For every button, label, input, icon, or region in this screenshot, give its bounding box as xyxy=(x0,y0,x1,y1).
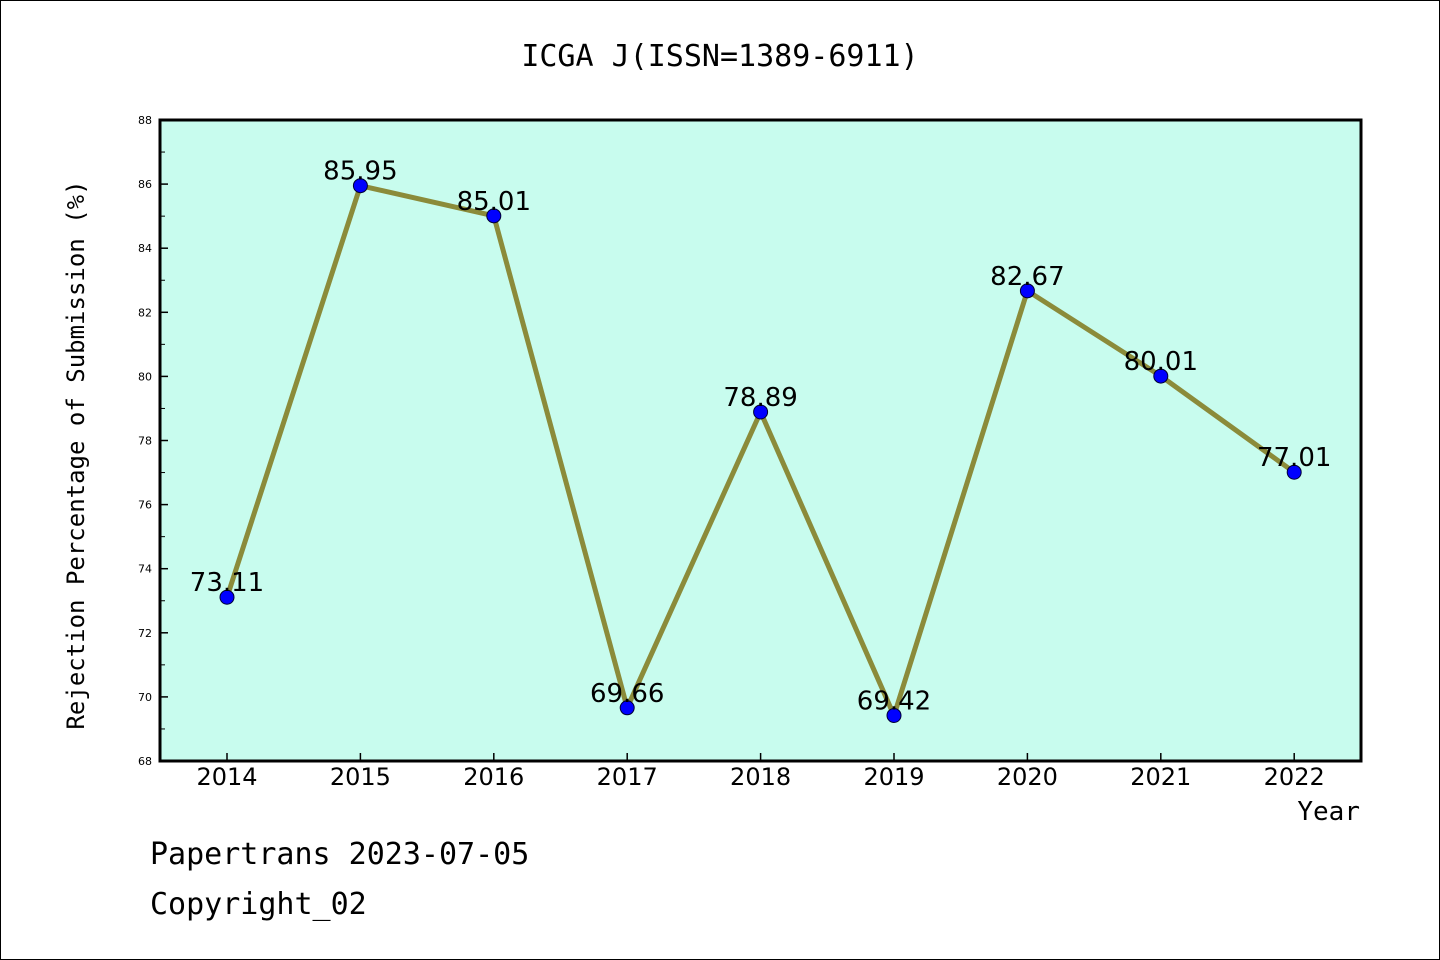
data-label: 85.95 xyxy=(323,157,397,187)
data-label: 85.01 xyxy=(457,187,531,217)
y-tick-label: 82 xyxy=(138,306,152,319)
series-markers xyxy=(219,178,1302,723)
footer-copyright: Copyright_02 xyxy=(150,887,367,922)
y-tick-label: 70 xyxy=(138,691,152,704)
data-point xyxy=(886,707,902,723)
x-axis: 2014 2015 2016 2017 2018 2019 2020 2021 2022 xyxy=(196,753,1325,791)
plot-border xyxy=(158,118,1363,763)
y-tick-label: 68 xyxy=(138,755,152,768)
data-point xyxy=(753,404,769,420)
data-label: 80.01 xyxy=(1124,347,1198,377)
data-point xyxy=(219,589,235,605)
y-tick-label: 80 xyxy=(138,370,152,383)
data-point xyxy=(1153,368,1169,384)
data-point xyxy=(352,178,368,194)
y-tick-label: 74 xyxy=(138,563,152,576)
x-tick-label: 2020 xyxy=(997,763,1058,791)
x-tick-label: 2022 xyxy=(1264,763,1325,791)
plot-area xyxy=(160,120,1361,761)
y-tick-label: 86 xyxy=(138,178,152,191)
y-tick-label: 88 xyxy=(138,114,152,127)
x-tick-label: 2018 xyxy=(730,763,791,791)
x-tick-label: 2019 xyxy=(863,763,924,791)
x-axis-label: Year xyxy=(1297,797,1360,827)
y-tick-label: 76 xyxy=(138,499,152,512)
data-point xyxy=(486,208,502,224)
y-tick-label: 78 xyxy=(138,435,152,448)
x-tick-label: 2021 xyxy=(1130,763,1191,791)
data-point xyxy=(1019,283,1035,299)
data-label: 82.67 xyxy=(990,262,1064,292)
data-labels: 73.11 85.95 85.01 69.66 78.89 69.42 82.67 80.01… xyxy=(190,157,1332,717)
data-label: 69.66 xyxy=(590,679,664,709)
y-tick-label: 84 xyxy=(138,242,152,255)
y-axis-label: Rejection Percentage of Submission (%) xyxy=(62,180,90,729)
footer-date: Papertrans 2023-07-05 xyxy=(150,837,529,872)
x-tick-label: 2016 xyxy=(463,763,524,791)
data-point xyxy=(1286,464,1302,480)
data-label: 69.42 xyxy=(857,686,931,716)
x-tick-label: 2014 xyxy=(196,763,257,791)
x-tick-label: 2017 xyxy=(597,763,658,791)
y-tick-label: 72 xyxy=(138,627,152,640)
x-tick-label: 2015 xyxy=(330,763,391,791)
data-label: 73.11 xyxy=(190,568,264,598)
data-point xyxy=(619,700,635,716)
chart-title: ICGA J(ISSN=1389-6911) xyxy=(521,39,918,74)
data-label: 77.01 xyxy=(1257,443,1331,473)
data-label: 78.89 xyxy=(723,383,797,413)
